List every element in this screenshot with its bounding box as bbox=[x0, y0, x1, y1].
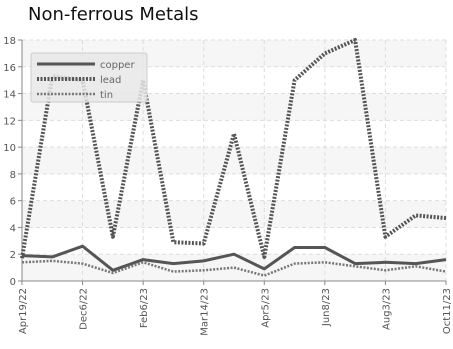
x-tick-label: Mar14/23 bbox=[200, 288, 211, 336]
y-tick-label: 0 bbox=[10, 277, 16, 288]
plot-band bbox=[22, 120, 446, 148]
series-line-tin bbox=[21, 259, 447, 277]
y-tick-label: 18 bbox=[3, 36, 16, 47]
plot-band bbox=[22, 227, 446, 255]
y-tick-label: 4 bbox=[10, 223, 16, 234]
x-tick-label: Oct11/23 bbox=[442, 288, 453, 334]
series-line-lead bbox=[20, 38, 447, 259]
y-tick-label: 6 bbox=[10, 197, 16, 208]
x-tick-label: Jun8/23 bbox=[321, 288, 332, 327]
series-line-copper bbox=[21, 244, 447, 272]
y-tick-label: 10 bbox=[3, 143, 16, 154]
plot-band bbox=[22, 147, 446, 174]
x-tick-label: Aug3/23 bbox=[381, 288, 392, 330]
legend-label-copper: copper bbox=[100, 60, 135, 71]
plot-band bbox=[22, 200, 446, 228]
x-tick-label: Apr5/23 bbox=[260, 288, 271, 328]
plot-band bbox=[22, 173, 446, 201]
y-tick-label: 2 bbox=[10, 250, 16, 261]
y-tick-label: 14 bbox=[3, 90, 16, 101]
legend-label-lead: lead bbox=[100, 75, 121, 86]
chart-title: Non-ferrous Metals bbox=[28, 4, 199, 25]
x-tick-label: Feb6/23 bbox=[139, 288, 150, 328]
x-tick-label: Dec6/22 bbox=[79, 288, 90, 330]
x-tick-label: Apr19/22 bbox=[18, 288, 29, 334]
y-tick-label: 16 bbox=[3, 63, 16, 74]
plot-band bbox=[22, 254, 446, 281]
y-tick-label: 12 bbox=[3, 116, 16, 127]
y-tick-label: 8 bbox=[10, 170, 16, 181]
legend-label-tin: tin bbox=[100, 90, 113, 101]
